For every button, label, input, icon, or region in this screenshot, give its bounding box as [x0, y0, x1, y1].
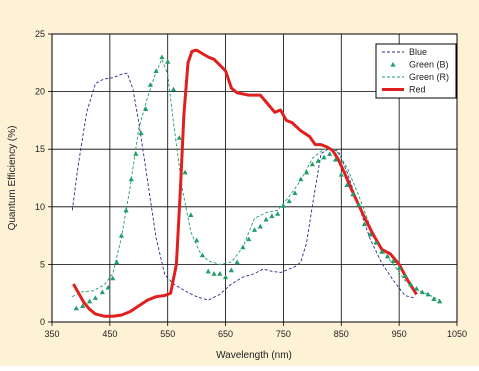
data-point-green-b [114, 259, 120, 265]
legend-label-green-b: Green (B) [409, 60, 449, 70]
legend: Blue Green (B) Green (R) Red [375, 43, 457, 99]
y-tick-label: 0 [40, 317, 45, 327]
legend-swatch-green-b [390, 61, 396, 67]
data-point-green-b [361, 221, 368, 227]
data-point-green-b [199, 252, 206, 258]
data-point-green-b [170, 86, 177, 92]
y-tick-label: 20 [35, 87, 45, 97]
data-point-green-b [419, 289, 425, 295]
x-axis-label: Wavelength (nm) [216, 350, 292, 361]
data-point-green-b [123, 207, 129, 213]
data-point-green-b [437, 298, 443, 304]
data-point-green-b [269, 213, 275, 219]
x-tick-label: 350 [44, 329, 59, 339]
legend-label-green-r: Green (R) [409, 72, 449, 82]
data-point-green-b [240, 244, 246, 250]
data-point-green-b [251, 227, 258, 232]
data-point-green-b [321, 154, 327, 160]
data-point-green-b [408, 281, 414, 287]
series-layer [71, 48, 443, 318]
series-red [72, 48, 418, 318]
data-point-green-b [298, 176, 304, 182]
data-point-green-b [80, 303, 86, 308]
data-point-green-b [275, 211, 281, 216]
data-point-green-b [118, 233, 125, 238]
data-point-green-b [390, 258, 396, 264]
data-point-green-b [292, 190, 298, 196]
series-green-b [73, 54, 443, 311]
data-point-green-b [384, 253, 391, 259]
data-point-green-b [309, 161, 315, 167]
data-point-green-b [315, 158, 321, 163]
data-point-green-b [246, 236, 252, 242]
data-point-green-b [234, 259, 240, 265]
x-tick-labels: 350 450 550 650 750 850 950 1050 [44, 329, 467, 339]
data-point-green-b [280, 203, 287, 208]
legend-label-red: Red [409, 85, 426, 95]
x-tick-label: 550 [160, 329, 175, 339]
data-point-green-b [143, 106, 149, 111]
data-point-green-b [159, 54, 165, 60]
data-point-green-b [344, 182, 350, 187]
data-point-green-b [153, 68, 159, 73]
data-point-green-b [194, 237, 200, 243]
x-tick-label: 650 [218, 329, 233, 339]
data-point-green-b [92, 295, 98, 300]
y-tick-label: 25 [35, 29, 45, 39]
y-tick-labels: 0 5 10 15 20 25 [35, 29, 45, 327]
data-point-green-b [373, 239, 379, 245]
x-tick-label: 850 [334, 329, 349, 339]
x-tick-label: 450 [102, 329, 117, 339]
data-point-green-b [356, 201, 362, 207]
data-point-green-b [182, 169, 188, 175]
data-point-green-b [413, 285, 420, 291]
data-point-green-b [263, 216, 269, 222]
line-red [72, 48, 418, 318]
y-tick-label: 5 [40, 259, 45, 269]
data-point-green-b [379, 249, 385, 254]
data-point-green-b [396, 265, 402, 270]
data-point-green-b [133, 151, 139, 156]
x-tick-label: 1050 [447, 329, 467, 339]
data-point-green-b [332, 156, 339, 162]
data-point-green-b [128, 176, 134, 182]
data-point-green-b [205, 268, 211, 274]
data-point-green-b [222, 274, 229, 280]
data-point-green-b [165, 59, 171, 64]
data-point-green-b [350, 191, 356, 197]
data-point-green-b [425, 291, 431, 297]
data-point-green-b [402, 273, 408, 278]
x-tick-label: 750 [276, 329, 291, 339]
data-point-green-b [338, 171, 344, 177]
data-point-green-b [147, 82, 153, 87]
y-tick-label: 10 [35, 202, 45, 212]
data-point-green-b [176, 135, 182, 140]
data-point-green-b [73, 305, 79, 311]
y-axis-label: Quantum Efficiency (%) [7, 126, 18, 231]
data-point-green-b [138, 130, 144, 136]
data-point-green-b [217, 271, 223, 276]
data-point-green-b [110, 275, 116, 281]
line-blue [71, 72, 414, 301]
data-point-green-b [228, 267, 234, 273]
legend-label-blue: Blue [409, 47, 427, 57]
data-point-green-b [257, 223, 263, 229]
data-point-green-b [87, 298, 93, 304]
data-point-green-b [286, 198, 292, 204]
data-point-green-b [188, 212, 194, 217]
data-point-green-b [431, 296, 437, 302]
data-point-green-b [99, 289, 105, 295]
data-point-green-b [367, 231, 373, 237]
series-blue [71, 72, 414, 301]
data-point-green-b [211, 271, 217, 276]
data-point-green-b [327, 151, 333, 156]
y-tick-label: 15 [35, 144, 45, 154]
data-point-green-b [303, 169, 310, 175]
x-tick-label: 950 [392, 329, 407, 339]
data-point-green-b [105, 284, 111, 290]
